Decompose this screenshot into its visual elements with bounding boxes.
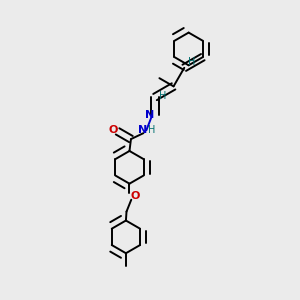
Text: H: H (188, 58, 195, 68)
Text: O: O (130, 191, 140, 201)
Text: H: H (159, 91, 166, 100)
Text: N: N (138, 125, 148, 135)
Text: N: N (145, 110, 154, 120)
Text: O: O (108, 125, 118, 135)
Text: H: H (148, 125, 155, 135)
